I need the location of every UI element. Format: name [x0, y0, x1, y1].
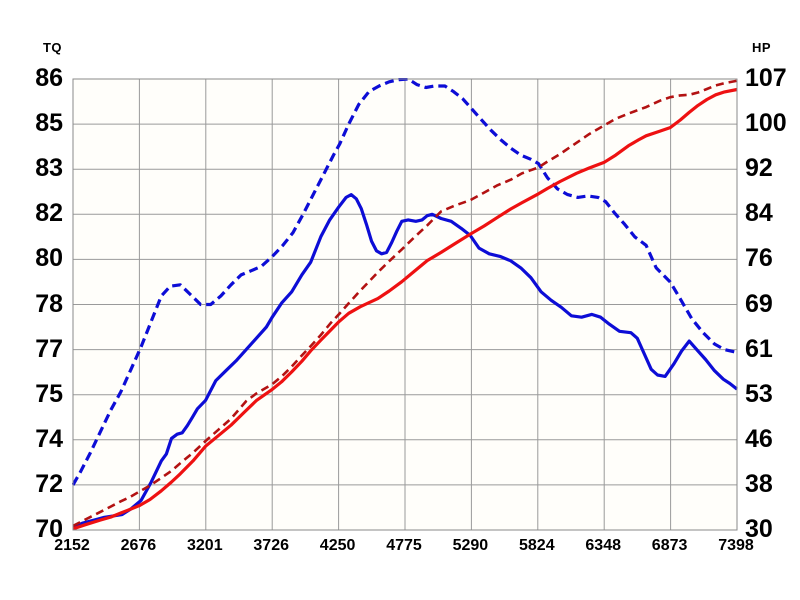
y-right-tick-label: 38	[745, 469, 773, 498]
y-left-tick-label: 77	[35, 334, 63, 363]
y-left-tick-label: 83	[35, 154, 63, 183]
y-left-tick-label: 75	[35, 379, 63, 408]
y-left-tick-label: 72	[35, 469, 63, 498]
y-right-tick-label: 30	[745, 515, 773, 543]
x-tick-label: 7398	[718, 537, 754, 554]
plot-border	[72, 78, 738, 531]
y-left-tick-label: 86	[35, 64, 63, 92]
y-right-tick-label: 100	[745, 109, 787, 138]
right-axis-title: HP	[752, 40, 772, 55]
y-right-tick-label: 76	[745, 244, 773, 273]
y-left-tick-label: 70	[35, 515, 63, 543]
series-horsepower-run-solid	[72, 87, 738, 531]
y-right-tick-label: 53	[745, 379, 773, 408]
series-horsepower-run-dashed	[72, 79, 738, 528]
y-left-tick-label: 80	[35, 244, 63, 273]
y-left-tick-label: 78	[35, 289, 63, 318]
x-tick-label: 2152	[54, 537, 90, 554]
y-right-tick-label: 84	[745, 199, 773, 228]
y-left-tick-label: 74	[35, 424, 63, 453]
y-right-tick-label: 92	[745, 154, 773, 183]
x-tick-label: 2676	[120, 537, 157, 554]
x-tick-label: 6873	[651, 537, 688, 554]
x-tick-label: 3201	[187, 537, 223, 554]
x-tick-label: 5824	[519, 537, 555, 554]
y-right-tick-label: 61	[745, 334, 773, 363]
x-tick-label: 3726	[253, 537, 289, 554]
y-left-tick-label: 82	[35, 199, 63, 228]
left-axis-title: TQ	[42, 40, 62, 55]
x-tick-label: 4775	[386, 537, 422, 554]
y-right-tick-label: 69	[745, 289, 773, 318]
plot-area	[72, 78, 738, 531]
series-torque-run-solid	[72, 192, 738, 529]
x-tick-label: 5290	[452, 537, 489, 554]
x-tick-label: 4250	[319, 537, 356, 554]
y-left-tick-label: 85	[35, 109, 63, 138]
y-right-tick-label: 46	[745, 424, 773, 453]
y-right-tick-label: 107	[745, 64, 787, 92]
x-tick-label: 6348	[585, 537, 621, 554]
